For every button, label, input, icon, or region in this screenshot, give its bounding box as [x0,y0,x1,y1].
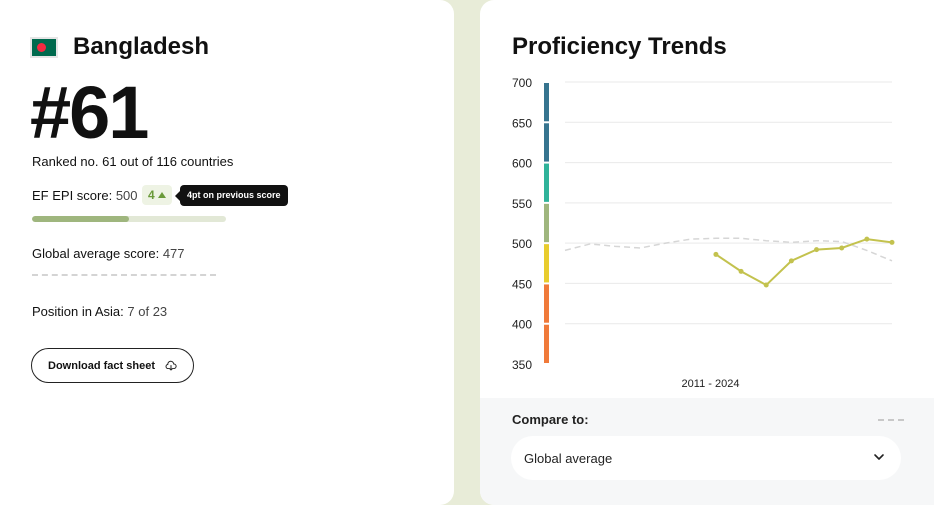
country-name: Bangladesh [73,33,210,60]
score-label: EF EPI score: [32,188,113,203]
ef-epi-score: EF EPI score: 500 [32,188,138,203]
proficiency-band [544,163,549,202]
compare-selected-value: Global average [524,450,613,466]
download-label: Download fact sheet [48,359,155,372]
country-score-point [713,251,719,257]
proficiency-trends-chart: 350 400 450 500 550 600 650 700 2011 - 2024 [512,76,895,390]
y-tick-label: 500 [512,237,532,251]
proficiency-band [544,284,549,323]
score-progress-fill [32,216,129,222]
y-tick-label: 400 [512,318,532,332]
country-score-point [889,239,895,245]
score-change-value: 4 [148,188,155,202]
rank-description: Ranked no. 61 out of 116 countries [32,154,234,169]
score-progress-bar [32,216,226,222]
country-score-point [839,245,845,251]
global-average-line [564,237,893,262]
y-tick-label: 650 [512,116,532,130]
download-fact-sheet-button[interactable]: Download fact sheet [31,348,194,383]
country-score-point [763,282,769,288]
score-value: 500 [115,188,138,203]
asia-position: Position in Asia: 7 of 23 [32,304,167,319]
proficiency-band [544,203,549,243]
chevron-down-icon [874,454,884,460]
y-tick-label: 350 [512,358,532,372]
proficiency-band [544,324,549,363]
proficiency-trends-card: Proficiency Trends 350 400 450 500 550 600 650… [480,0,934,505]
country-score-line [715,238,893,287]
arrow-up-icon [157,192,166,198]
asia-position-value: 7 of 23 [127,304,168,319]
x-axis-label: 2011 - 2024 [682,378,740,390]
country-score-point [788,258,794,264]
y-tick-label: 600 [512,157,532,171]
cloud-download-icon [165,360,177,370]
global-average-legend-dash [32,274,216,276]
compare-label: Compare to: [512,412,589,427]
proficiency-band [544,123,549,162]
score-change-badge[interactable]: 4 [142,185,172,205]
asia-position-label: Position in Asia: [32,304,124,319]
global-average-label: Global average score: [32,246,160,261]
global-average-value: 477 [162,246,185,261]
chart-title: Proficiency Trends [512,33,727,60]
country-score-point [864,236,870,242]
rank-number: #61 [30,71,149,154]
y-tick-label: 550 [512,197,532,211]
compare-panel: Compare to: Global average [480,398,934,505]
bangladesh-flag-icon [32,39,56,56]
proficiency-band [544,244,549,283]
compare-legend-dash [878,419,904,421]
country-summary-card: Bangladesh #61 Ranked no. 61 out of 116 … [0,0,454,505]
proficiency-band [544,83,549,122]
compare-select[interactable]: Global average [511,436,901,480]
country-score-point [814,247,820,253]
score-change-tooltip: 4pt on previous score [175,185,288,206]
y-tick-label: 700 [512,76,532,90]
global-average-score: Global average score: 477 [32,246,185,261]
country-score-point [738,268,744,274]
y-tick-label: 450 [512,277,532,291]
